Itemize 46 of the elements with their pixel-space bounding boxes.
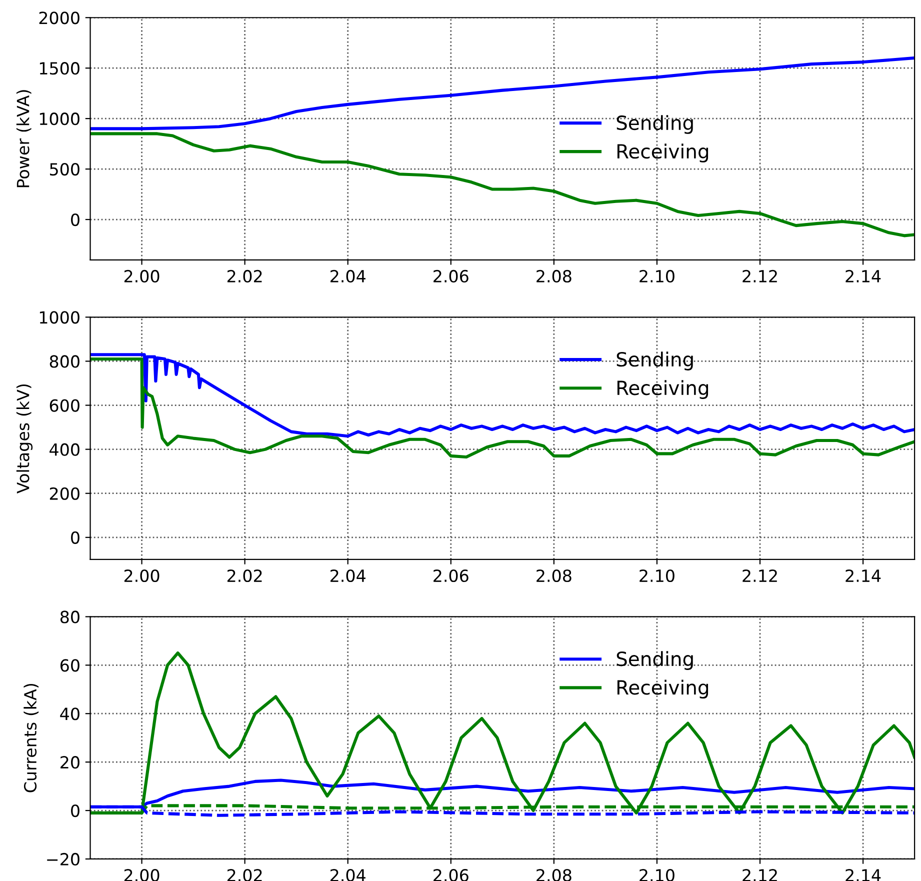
- x-tick-label: 2.04: [330, 569, 366, 582]
- legend-label: Sending: [616, 352, 693, 370]
- y-tick-label: 500: [50, 163, 80, 176]
- x-tick-label: 2.02: [227, 569, 262, 582]
- x-tick-label: 2.14: [846, 868, 881, 881]
- x-tick-label: 2.08: [536, 569, 572, 582]
- y-tick-label: 40: [60, 708, 80, 720]
- y-axis-title: Voltages (kV): [16, 384, 33, 494]
- line-series: [90, 132, 915, 238]
- y-tick-label: 60: [60, 659, 80, 672]
- legend-label: Receiving: [617, 680, 708, 699]
- x-tick-label: 2.06: [434, 569, 468, 582]
- y-tick-label: 1000: [40, 112, 80, 126]
- legend-label: Sending: [616, 651, 693, 670]
- y-tick-label: 0: [71, 213, 80, 226]
- y-tick-label: 1000: [40, 311, 80, 324]
- x-tick-label: 2.04: [330, 270, 366, 283]
- x-tick-label: 2.00: [124, 270, 160, 283]
- legend-label: Receiving: [617, 380, 708, 399]
- y-tick-label: 2000: [39, 12, 80, 24]
- y-tick-label: 600: [50, 399, 80, 412]
- x-tick-label: 2.12: [742, 270, 777, 282]
- y-tick-label: −20: [47, 852, 80, 866]
- x-tick-label: 2.02: [227, 270, 262, 283]
- legend-label: Sending: [616, 115, 693, 134]
- y-axis-title: Currents (kA): [24, 684, 39, 792]
- line-series: [90, 353, 915, 438]
- x-tick-label: 2.12: [742, 868, 777, 881]
- x-tick-label: 2.14: [846, 569, 881, 582]
- x-tick-label: 2.10: [640, 270, 674, 283]
- y-tick-label: 1500: [40, 62, 80, 75]
- x-tick-label: 2.12: [742, 569, 777, 582]
- legend-label: Receiving: [617, 144, 708, 162]
- y-tick-label: 800: [50, 355, 80, 368]
- x-tick-label: 2.08: [536, 270, 572, 283]
- y-axis-title: Power (kVA): [16, 90, 32, 188]
- y-tick-label: 400: [50, 443, 80, 456]
- y-tick-label: 0: [71, 531, 80, 544]
- y-tick-label: 200: [50, 487, 80, 500]
- x-tick-label: 2.00: [124, 569, 160, 582]
- y-tick-label: 0: [71, 804, 80, 818]
- x-tick-label: 2.14: [846, 270, 881, 282]
- y-tick-label: 20: [60, 756, 80, 769]
- y-tick-label: 80: [60, 610, 80, 624]
- x-tick-label: 2.10: [640, 569, 674, 582]
- x-tick-label: 2.06: [434, 270, 468, 283]
